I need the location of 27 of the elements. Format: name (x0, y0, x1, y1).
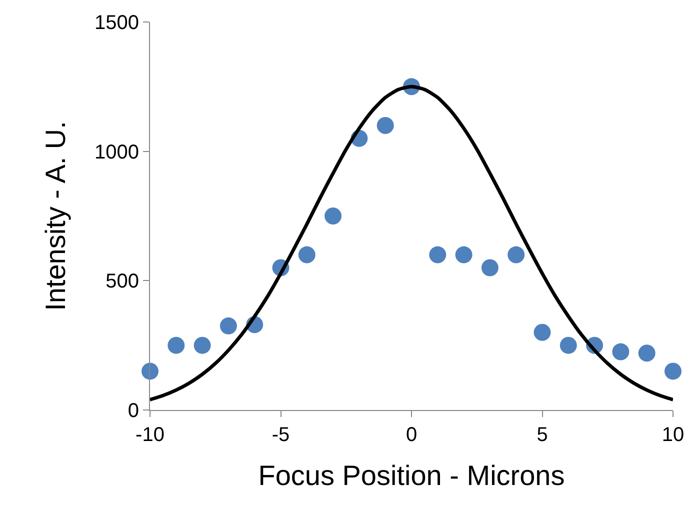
point (638, 344, 656, 362)
point (220, 317, 237, 334)
point (508, 246, 525, 264)
point (142, 362, 158, 380)
point (324, 208, 342, 224)
point (481, 259, 498, 276)
point (612, 343, 630, 360)
x-tick-label: 10 (662, 424, 684, 446)
point (168, 336, 185, 354)
x-axis-title: Focus Position - Microns (258, 460, 565, 492)
point (534, 324, 551, 341)
x-tick-label: -5 (272, 424, 290, 446)
x-tick-label: 5 (536, 424, 548, 446)
y-tick-label: 500 (106, 270, 139, 293)
point (376, 116, 394, 134)
y-tick-label: 0 (128, 400, 139, 422)
point (664, 362, 682, 380)
point (429, 246, 446, 264)
y-tick-label: 1000 (94, 141, 139, 164)
y-tick-label: 1500 (94, 12, 139, 34)
point (560, 336, 577, 354)
x-tick-label: 0 (406, 424, 418, 446)
point (455, 246, 472, 264)
x-tick-label: -10 (136, 424, 164, 446)
point (298, 246, 316, 264)
point (194, 336, 211, 354)
y-axis-title: Intensity - A. U. (40, 121, 72, 311)
